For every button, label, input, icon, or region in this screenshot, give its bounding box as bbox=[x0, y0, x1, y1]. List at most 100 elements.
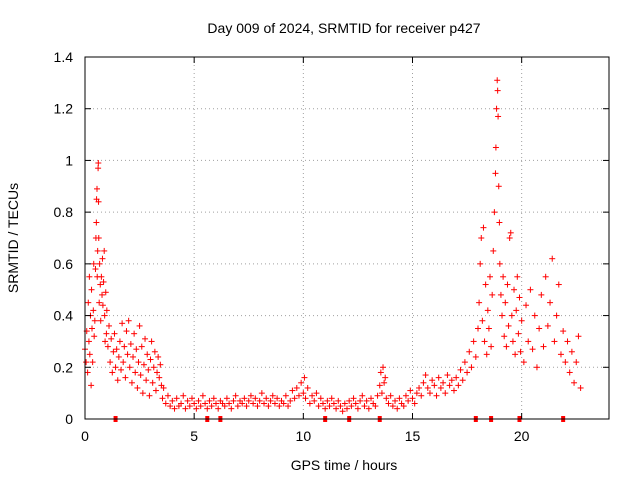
data-point bbox=[354, 405, 361, 412]
data-point bbox=[210, 395, 217, 402]
y-tick-label: 0 bbox=[65, 411, 73, 427]
data-point bbox=[492, 170, 499, 177]
data-point bbox=[407, 387, 414, 394]
data-point bbox=[468, 364, 475, 371]
data-point bbox=[137, 372, 144, 379]
data-point bbox=[298, 379, 305, 386]
data-point bbox=[136, 322, 143, 329]
data-point bbox=[313, 390, 320, 397]
data-point bbox=[130, 353, 137, 360]
data-point bbox=[496, 219, 503, 226]
data-point bbox=[564, 338, 571, 345]
data-point bbox=[402, 392, 409, 399]
data-point bbox=[167, 403, 174, 410]
data-point bbox=[304, 384, 311, 391]
data-point bbox=[553, 312, 560, 319]
data-point bbox=[562, 359, 569, 366]
data-point bbox=[171, 405, 178, 412]
data-point bbox=[109, 369, 116, 376]
data-point bbox=[348, 403, 355, 410]
data-point bbox=[337, 403, 344, 410]
data-point bbox=[101, 247, 108, 254]
data-point bbox=[107, 359, 114, 366]
data-point bbox=[159, 395, 166, 402]
data-point bbox=[455, 382, 462, 389]
data-point bbox=[497, 291, 504, 298]
y-tick-label: 1.4 bbox=[54, 49, 74, 65]
data-point bbox=[335, 397, 342, 404]
data-point bbox=[435, 374, 442, 381]
data-point bbox=[508, 312, 515, 319]
data-point bbox=[507, 229, 514, 236]
data-point bbox=[542, 273, 549, 280]
data-point bbox=[97, 281, 104, 288]
data-point bbox=[254, 403, 261, 410]
data-point bbox=[276, 403, 283, 410]
data-point bbox=[91, 333, 98, 340]
data-point bbox=[155, 353, 162, 360]
data-point bbox=[514, 273, 521, 280]
data-point bbox=[392, 397, 399, 404]
data-point bbox=[477, 260, 484, 267]
data-point bbox=[122, 374, 129, 381]
data-point bbox=[495, 183, 502, 190]
data-point bbox=[188, 395, 195, 402]
data-point bbox=[123, 328, 130, 335]
data-point bbox=[302, 395, 309, 402]
data-point bbox=[263, 395, 270, 402]
data-point bbox=[300, 390, 307, 397]
data-point bbox=[100, 278, 107, 285]
data-point bbox=[95, 235, 102, 241]
data-point bbox=[374, 392, 381, 399]
data-point bbox=[437, 384, 444, 391]
data-point bbox=[223, 395, 230, 402]
data-point bbox=[239, 400, 246, 407]
data-point bbox=[202, 400, 209, 407]
y-tick-label: 0.6 bbox=[54, 256, 74, 272]
data-point bbox=[295, 392, 302, 399]
data-point bbox=[184, 397, 191, 404]
data-point bbox=[326, 403, 333, 410]
data-point bbox=[400, 403, 407, 410]
data-point bbox=[99, 255, 106, 262]
y-axis-label: SRMTID / TECUs bbox=[5, 183, 21, 293]
data-point bbox=[503, 343, 510, 350]
data-point bbox=[440, 379, 447, 386]
data-point bbox=[466, 348, 473, 355]
data-point bbox=[357, 397, 364, 404]
x-tick-label: 15 bbox=[405, 428, 421, 444]
data-point bbox=[453, 374, 460, 381]
data-point bbox=[127, 341, 134, 348]
data-point bbox=[330, 400, 337, 407]
data-point bbox=[206, 397, 213, 404]
data-point bbox=[461, 359, 468, 366]
data-point bbox=[464, 369, 471, 376]
data-point bbox=[90, 260, 97, 267]
data-point bbox=[86, 273, 93, 280]
data-point bbox=[487, 273, 494, 280]
data-point bbox=[429, 377, 436, 384]
data-point bbox=[291, 395, 298, 402]
data-point bbox=[115, 353, 122, 360]
data-point bbox=[261, 400, 268, 407]
data-point bbox=[413, 390, 420, 397]
data-point bbox=[484, 307, 491, 314]
data-point bbox=[215, 405, 222, 412]
data-point bbox=[250, 400, 257, 407]
data-point bbox=[256, 397, 263, 404]
data-point bbox=[186, 403, 193, 410]
data-point bbox=[125, 317, 132, 324]
data-point bbox=[376, 382, 383, 389]
data-point bbox=[86, 351, 93, 358]
data-point bbox=[531, 312, 538, 319]
data-point bbox=[208, 403, 215, 410]
data-point bbox=[195, 397, 202, 404]
data-point bbox=[389, 403, 396, 410]
data-point bbox=[134, 384, 141, 391]
data-point bbox=[478, 235, 485, 241]
data-point bbox=[512, 351, 519, 358]
x-tick-label: 5 bbox=[190, 428, 198, 444]
data-point bbox=[459, 377, 466, 384]
data-point bbox=[571, 379, 578, 386]
